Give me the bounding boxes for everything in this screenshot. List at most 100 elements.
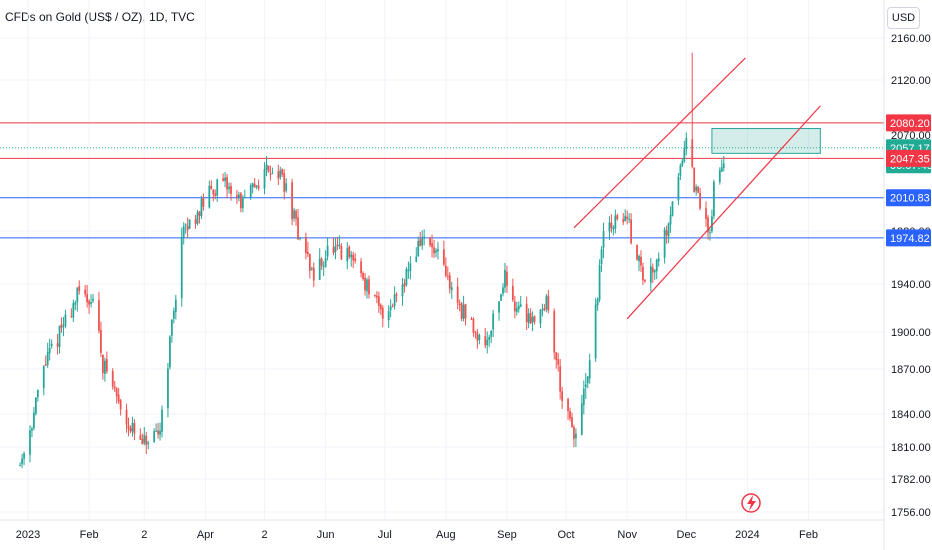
candle-body — [295, 211, 297, 219]
candle — [529, 308, 532, 324]
candle-body — [602, 231, 605, 248]
candle-body — [88, 300, 90, 305]
candle — [665, 225, 668, 244]
candle-body — [421, 238, 424, 246]
candle-body — [208, 185, 211, 208]
candle — [695, 184, 698, 196]
candle-body — [62, 325, 65, 327]
candle-body — [129, 428, 132, 432]
candle-body — [60, 324, 63, 328]
candle-body — [167, 368, 169, 409]
candle-body — [70, 316, 73, 318]
lightning-icon[interactable] — [741, 493, 761, 513]
candle-body — [644, 279, 646, 282]
candle — [389, 299, 392, 318]
candle-body — [46, 352, 49, 366]
candle-body — [720, 167, 723, 172]
candle — [594, 298, 597, 362]
candle — [448, 272, 451, 294]
candle — [669, 206, 672, 233]
x-tick-label: 2024 — [735, 529, 759, 541]
candle-body — [655, 259, 658, 272]
candle-body — [596, 299, 599, 306]
candle — [312, 262, 315, 287]
channel-line-1 — [573, 57, 746, 229]
candle — [169, 335, 171, 370]
candle — [362, 271, 364, 281]
candle — [125, 403, 128, 433]
candle — [484, 327, 487, 349]
candle — [310, 266, 313, 271]
candle — [226, 174, 228, 198]
candle — [29, 425, 31, 463]
candle-body — [34, 397, 37, 414]
candle-body — [267, 165, 270, 173]
candle — [699, 187, 701, 211]
candle — [504, 262, 506, 293]
candle-body — [527, 313, 530, 323]
candle — [145, 431, 148, 454]
candle-body — [251, 183, 254, 187]
candle — [338, 235, 341, 250]
candle — [230, 182, 232, 201]
candle-body — [628, 218, 631, 220]
candle-body — [446, 275, 449, 277]
candle-body — [529, 313, 532, 324]
candle-body — [105, 359, 108, 372]
currency-button[interactable]: USD — [887, 7, 920, 29]
candle — [423, 229, 426, 246]
candle — [212, 189, 215, 202]
candle-body — [456, 286, 459, 304]
candles — [19, 52, 725, 469]
candle — [161, 405, 163, 438]
candle-body — [683, 147, 686, 162]
candle — [255, 184, 258, 190]
candle-body — [539, 309, 542, 324]
candle-body — [92, 298, 94, 301]
candle — [663, 227, 666, 264]
candle-body — [352, 254, 355, 261]
candle — [257, 179, 260, 191]
candle — [350, 250, 353, 267]
candle-body — [598, 265, 601, 300]
candle — [612, 225, 615, 236]
y-tick-label: 1810.00 — [891, 442, 931, 454]
target-zone-box — [711, 128, 821, 154]
candle-body — [462, 304, 465, 319]
candle — [111, 368, 114, 390]
y-tick-label: 2120.00 — [891, 75, 931, 87]
candle-body — [679, 165, 682, 176]
candle — [299, 236, 301, 241]
candle-body — [695, 186, 698, 191]
candle-body — [119, 400, 122, 410]
candle — [582, 380, 585, 415]
candle-body — [712, 181, 715, 217]
candle — [671, 201, 674, 217]
candle — [133, 419, 136, 441]
candle-body — [657, 258, 660, 262]
candle — [462, 295, 465, 322]
candle — [147, 440, 150, 450]
candle-body — [638, 256, 640, 262]
candle — [541, 303, 544, 317]
candle — [460, 301, 463, 322]
candle — [308, 253, 311, 279]
candle-body — [685, 137, 688, 149]
y-tick-label: 1782.00 — [891, 474, 931, 486]
candle — [697, 185, 700, 194]
candle-body — [533, 316, 536, 322]
candle-body — [541, 309, 544, 311]
candle — [608, 216, 611, 240]
candle-body — [255, 185, 258, 187]
candle — [511, 278, 514, 302]
candle-body — [312, 267, 315, 281]
candle — [324, 250, 327, 268]
candle-body — [460, 303, 463, 319]
candle-body — [125, 409, 128, 425]
candle — [84, 284, 87, 298]
candle-body — [147, 442, 150, 445]
candle — [100, 321, 102, 358]
candle — [446, 266, 449, 281]
candle — [34, 397, 37, 416]
